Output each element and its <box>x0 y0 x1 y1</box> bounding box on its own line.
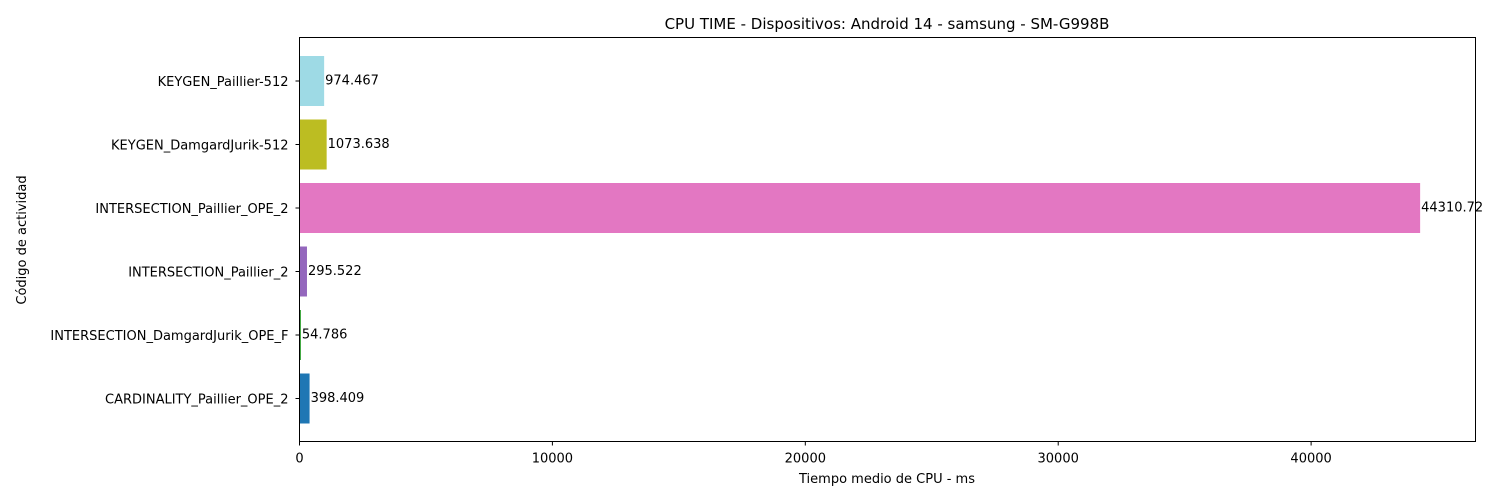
x-tick-label: 0 <box>295 452 303 467</box>
value-label: 1073.638 <box>328 137 390 152</box>
y-tick-label: CARDINALITY_Paillier_OPE_2 <box>105 393 289 408</box>
bar-INTERSECTION_DamgardJurik_OPE_F <box>299 310 301 360</box>
value-label: 974.467 <box>325 74 379 89</box>
x-tick-label: 20000 <box>785 452 826 467</box>
bar-INTERSECTION_Paillier_2 <box>299 246 307 297</box>
bar-KEYGEN_Paillier-512 <box>299 56 325 106</box>
bar-KEYGEN_DamgardJurik-512 <box>299 119 327 170</box>
x-axis-label: Tiempo medio de CPU - ms <box>798 472 975 487</box>
value-label: 44310.72 <box>1421 201 1483 216</box>
x-tick-label: 10000 <box>532 452 573 467</box>
y-tick-label: KEYGEN_Paillier-512 <box>158 75 289 90</box>
bar-INTERSECTION_Paillier_OPE_2 <box>299 183 1421 233</box>
value-label: 54.786 <box>302 328 348 343</box>
y-tick-label: INTERSECTION_Paillier_OPE_2 <box>95 202 288 217</box>
x-axis-ticks: 0 10000 20000 30000 40000 <box>295 441 1332 467</box>
value-labels-group: 974.467 1073.638 44310.72 295.522 54.786 398.… <box>302 74 1483 407</box>
plot-frame <box>299 37 1476 442</box>
value-label: 398.409 <box>311 391 365 406</box>
x-tick-label: 40000 <box>1290 452 1331 467</box>
bar-CARDINALITY_Paillier_OPE_2 <box>299 373 310 424</box>
y-tick-label: INTERSECTION_DamgardJurik_OPE_F <box>50 329 288 344</box>
y-tick-label: INTERSECTION_Paillier_2 <box>128 266 288 281</box>
bars-group <box>299 56 1421 424</box>
value-label: 295.522 <box>308 264 362 279</box>
y-axis-ticks: KEYGEN_Paillier-512 KEYGEN_DamgardJurik-5… <box>50 75 300 408</box>
y-tick-label: KEYGEN_DamgardJurik-512 <box>111 139 288 154</box>
x-tick-label: 30000 <box>1038 452 1079 467</box>
chart-title: CPU TIME - Dispositivos: Android 14 - sa… <box>665 15 1110 33</box>
y-axis-label: Código de actividad <box>15 175 30 304</box>
